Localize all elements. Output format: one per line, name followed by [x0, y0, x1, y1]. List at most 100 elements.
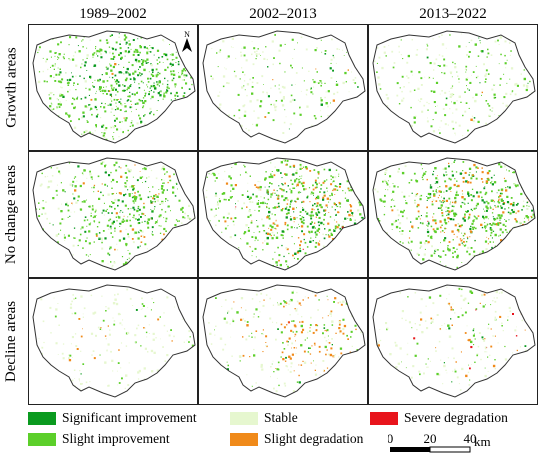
change-pixel [104, 110, 107, 113]
change-pixel [327, 299, 329, 301]
change-pixel [480, 223, 483, 226]
change-pixel [436, 105, 438, 107]
change-pixel [49, 91, 52, 95]
change-pixel [421, 331, 424, 334]
change-pixel [472, 175, 475, 177]
change-pixel [435, 350, 437, 352]
change-pixel [485, 73, 488, 75]
change-pixel [460, 351, 462, 353]
change-pixel [108, 174, 111, 177]
change-pixel [265, 342, 267, 343]
change-pixel [146, 248, 148, 250]
change-pixel [489, 241, 492, 243]
change-pixel [353, 222, 357, 225]
change-pixel [299, 215, 301, 216]
change-pixel [516, 184, 519, 187]
change-pixel [69, 78, 72, 81]
change-pixel [122, 84, 124, 86]
change-pixel [432, 77, 434, 79]
change-pixel [314, 294, 317, 297]
change-pixel [142, 82, 144, 84]
change-pixel [507, 186, 509, 188]
change-pixel [472, 120, 475, 123]
change-pixel [125, 77, 128, 80]
change-pixel [126, 67, 129, 71]
change-pixel [290, 64, 292, 67]
change-pixel [76, 97, 78, 100]
change-pixel [125, 176, 128, 179]
change-pixel [458, 78, 460, 80]
change-pixel [507, 319, 509, 321]
change-pixel [448, 335, 452, 338]
change-pixel [435, 200, 438, 202]
change-pixel [190, 76, 193, 79]
change-pixel [133, 197, 137, 201]
change-pixel [448, 293, 450, 295]
change-pixel [153, 302, 155, 304]
change-pixel [471, 74, 472, 76]
change-pixel [240, 54, 243, 57]
change-pixel [291, 291, 294, 294]
change-pixel [118, 136, 120, 138]
change-pixel [515, 212, 517, 214]
change-pixel [486, 210, 488, 212]
change-pixel [263, 57, 266, 60]
map-svg [32, 284, 196, 398]
change-pixel [360, 331, 362, 334]
change-pixel [278, 259, 280, 262]
change-pixel [423, 172, 426, 175]
change-pixels [210, 34, 359, 141]
change-pixel [224, 299, 227, 301]
change-pixel [287, 369, 289, 371]
change-pixel [150, 85, 152, 87]
change-pixel [243, 114, 247, 117]
change-pixel [104, 129, 106, 131]
change-pixel [315, 198, 317, 200]
change-pixel [304, 166, 308, 169]
change-pixel [71, 202, 73, 204]
change-pixel [314, 117, 317, 120]
change-pixel [262, 351, 264, 353]
change-pixel [225, 198, 227, 201]
change-pixel [241, 238, 242, 240]
change-pixel [105, 169, 107, 171]
change-pixel [136, 198, 137, 200]
change-pixel [94, 311, 97, 314]
change-pixel [144, 327, 146, 329]
change-pixel [251, 92, 254, 95]
change-pixel [285, 304, 287, 306]
change-pixel [90, 222, 92, 224]
change-pixel [113, 202, 115, 204]
change-pixel [232, 320, 235, 323]
change-pixel [37, 48, 40, 51]
change-pixel [491, 237, 493, 239]
change-pixel [83, 307, 86, 310]
change-pixel [219, 91, 221, 93]
change-pixel [455, 134, 456, 136]
change-pixel [395, 345, 397, 347]
change-pixel [300, 90, 302, 92]
change-pixel [50, 108, 53, 111]
change-pixel [245, 338, 248, 341]
change-pixel [512, 201, 515, 204]
change-pixel [326, 349, 328, 351]
change-pixel [54, 65, 56, 67]
change-pixel [125, 261, 128, 264]
change-pixel [350, 189, 353, 192]
change-pixel [321, 82, 323, 84]
change-pixel [329, 198, 331, 201]
change-pixel [183, 75, 186, 78]
change-pixel [101, 74, 103, 76]
change-pixel [304, 210, 307, 213]
change-pixel [401, 233, 404, 235]
change-pixel [51, 92, 53, 94]
change-pixel [121, 220, 124, 223]
change-pixel [134, 48, 137, 51]
change-pixel [430, 90, 433, 93]
change-pixel [425, 215, 428, 218]
change-pixel [296, 197, 299, 200]
change-pixel [79, 75, 81, 77]
change-pixel [455, 361, 457, 363]
change-pixel [426, 206, 428, 209]
change-pixel [51, 64, 54, 67]
